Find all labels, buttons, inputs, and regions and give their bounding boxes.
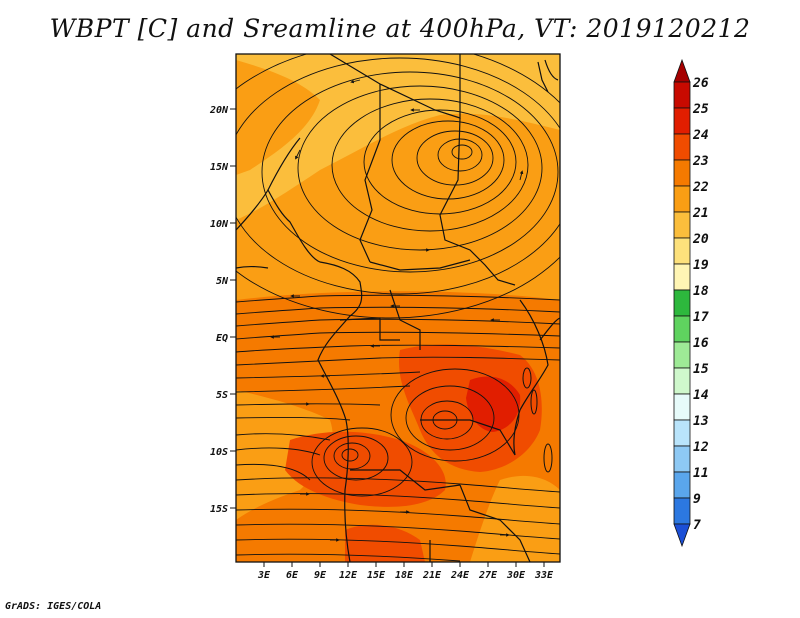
colorbar-label: 25: [692, 102, 709, 117]
colorbar-label: 12: [693, 440, 709, 455]
lon-tick-label: 9E: [314, 570, 327, 581]
map-frame: [235, 53, 561, 563]
lat-tick-label: 5N: [216, 276, 229, 287]
lon-tick-label: 12E: [339, 570, 358, 581]
lat-tick-label: 10N: [210, 219, 229, 230]
colorbar-label: 18: [693, 284, 709, 299]
colorbar-segment: [673, 185, 691, 213]
lat-tick-label: 10S: [210, 447, 228, 458]
streamlines: [236, 54, 560, 562]
colorbar-segment: [673, 159, 691, 187]
colorbar-label: 17: [693, 310, 709, 325]
lakes: [522, 367, 553, 473]
lon-tick-label: 21E: [422, 570, 442, 581]
colorbar-label: 26: [692, 76, 709, 91]
lon-tick-label: 3E: [257, 570, 271, 581]
lat-tick-label: EQ: [216, 333, 228, 344]
wbpt-field-23c: [345, 524, 425, 562]
colorbar-label: 13: [693, 414, 709, 429]
colorbar-segment: [673, 341, 691, 369]
lat-tick-label: 5S: [216, 390, 228, 401]
grads-credit: GrADS: IGES/COLA: [5, 601, 102, 612]
colorbar-label: 9: [693, 492, 701, 507]
colorbar-segment: [673, 419, 691, 447]
lon-tick-label: 33E: [534, 570, 554, 581]
colorbar-segment: [673, 315, 691, 343]
colorbar-label: 19: [693, 258, 709, 273]
map-plot-area: [236, 54, 560, 562]
colorbar-segment: [673, 445, 691, 473]
colorbar-segment: [673, 393, 691, 421]
colorbar-segment: [673, 81, 691, 109]
colorbar-label: 24: [692, 128, 709, 143]
colorbar-segment: [673, 523, 691, 548]
colorbar-label: 11: [693, 466, 709, 481]
colorbar-label: 7: [693, 518, 701, 533]
lon-axis: 3E 6E 9E 12E 15E 18E 21E 24E 27E 30E 33E: [257, 562, 554, 581]
colorbar-label: 21: [692, 206, 709, 221]
lat-tick-label: 20N: [209, 105, 229, 116]
lon-tick-label: 27E: [478, 570, 498, 581]
lat-tick-label: 15S: [210, 504, 228, 515]
lon-tick-label: 24E: [450, 570, 470, 581]
wbpt-field-20: [236, 54, 560, 220]
colorbar-label: 22: [692, 180, 709, 195]
colorbar-segment: [673, 58, 691, 83]
colorbar-segment: [673, 133, 691, 161]
colorbar-segment: [673, 211, 691, 239]
country-borders: [236, 54, 560, 562]
colorbar: 26 25 24 23 22 21 20 19 18 17 16 15 14 13 12 11 9 7: [673, 58, 709, 548]
chart-title: WBPT [C] and Sreamline at 400hPa, VT: 20…: [49, 14, 751, 43]
colorbar-label: 14: [693, 388, 709, 403]
colorbar-segment: [673, 289, 691, 317]
lon-tick-label: 6E: [286, 570, 299, 581]
colorbar-segment: [673, 497, 691, 525]
colorbar-label: 15: [693, 362, 709, 377]
colorbar-segment: [673, 237, 691, 265]
colorbar-segment: [673, 471, 691, 499]
lon-tick-label: 15E: [367, 570, 386, 581]
lat-tick-label: 15N: [210, 162, 229, 173]
lon-tick-label: 30E: [506, 570, 526, 581]
colorbar-segment: [673, 263, 691, 291]
wbpt-field-21b: [236, 60, 320, 175]
wbpt-field-21d: [470, 475, 560, 562]
wbpt-field-24: [466, 376, 521, 432]
lon-tick-label: 18E: [395, 570, 414, 581]
wbpt-field-23b: [285, 431, 446, 507]
colorbar-segment: [673, 367, 691, 395]
colorbar-label: 20: [692, 232, 709, 247]
colorbar-segment: [673, 107, 691, 135]
colorbar-label: 16: [693, 336, 709, 351]
colorbar-label: 23: [692, 154, 709, 169]
lat-axis: 20N 15N 10N 5N EQ 5S 10S 15S: [209, 105, 236, 515]
wbpt-field-21c: [236, 390, 333, 520]
